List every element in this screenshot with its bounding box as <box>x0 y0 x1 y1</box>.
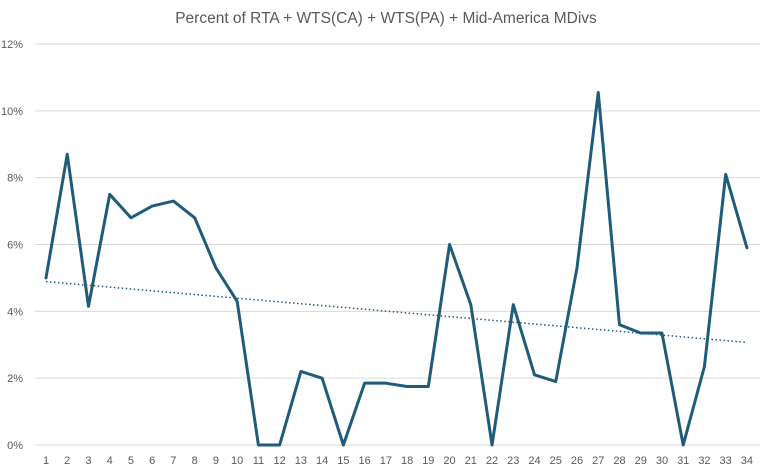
x-tick-label: 30 <box>656 455 668 467</box>
x-tick-label: 22 <box>486 455 498 467</box>
x-tick-label: 5 <box>128 455 134 467</box>
x-tick-label: 27 <box>592 455 604 467</box>
x-tick-label: 33 <box>720 455 732 467</box>
chart-title: Percent of RTA + WTS(CA) + WTS(PA) + Mid… <box>175 10 597 27</box>
x-tick-label: 8 <box>192 455 198 467</box>
x-tick-label: 13 <box>295 455 307 467</box>
x-tick-label: 7 <box>170 455 176 467</box>
x-tick-label: 14 <box>316 455 328 467</box>
y-tick-label: 2% <box>7 373 23 385</box>
x-tick-label: 34 <box>741 455 753 467</box>
y-tick-label: 8% <box>7 173 23 185</box>
y-tick-label: 6% <box>7 240 23 252</box>
x-tick-label: 2 <box>64 455 70 467</box>
x-tick-label: 1 <box>43 455 49 467</box>
x-tick-label: 29 <box>635 455 647 467</box>
trendline <box>45 280 747 344</box>
x-tick-label: 4 <box>107 455 113 467</box>
x-tick-label: 11 <box>253 455 264 467</box>
gridlines <box>35 43 760 446</box>
x-tick-label: 19 <box>422 455 434 467</box>
x-tick-label: 9 <box>213 455 219 467</box>
x-tick-label: 24 <box>528 455 540 467</box>
x-tick-label: 12 <box>274 455 286 467</box>
x-tick-label: 16 <box>358 455 370 467</box>
x-tick-label: 21 <box>465 455 477 467</box>
x-tick-label: 6 <box>149 455 155 467</box>
x-tick-label: 25 <box>550 455 562 467</box>
x-tick-label: 23 <box>507 455 519 467</box>
x-tick-label: 32 <box>698 455 710 467</box>
y-tick-label: 10% <box>1 106 23 118</box>
y-tick-label: 4% <box>7 306 23 318</box>
x-tick-label: 26 <box>571 455 583 467</box>
x-tick-label: 31 <box>677 455 689 467</box>
x-tick-label: 15 <box>337 455 349 467</box>
x-axis-ticks: 1 2 3 4 5 6 7 8 9 10 11 12 13 14 15 16 17 18 19 20 21 22 23 24 2… <box>43 455 753 467</box>
x-tick-label: 20 <box>443 455 455 467</box>
x-tick-label: 28 <box>613 455 625 467</box>
y-tick-label: 0% <box>7 440 23 452</box>
y-tick-label: 12% <box>1 39 23 51</box>
y-axis-ticks: 0% 2% 4% 6% 8% 10% 12% <box>1 39 23 452</box>
x-tick-label: 17 <box>380 455 392 467</box>
series-line <box>44 90 749 447</box>
x-tick-label: 18 <box>401 455 413 467</box>
x-tick-label: 3 <box>85 455 91 467</box>
x-tick-label: 10 <box>231 455 243 467</box>
